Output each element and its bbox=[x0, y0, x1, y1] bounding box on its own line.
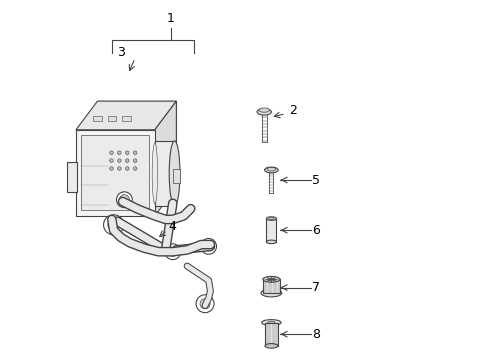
Circle shape bbox=[164, 244, 180, 260]
Circle shape bbox=[117, 159, 121, 162]
Bar bbox=[264, 323, 277, 346]
Circle shape bbox=[116, 192, 132, 208]
Ellipse shape bbox=[264, 167, 278, 173]
Text: 1: 1 bbox=[167, 12, 175, 25]
Circle shape bbox=[200, 299, 210, 309]
Ellipse shape bbox=[262, 276, 280, 282]
Ellipse shape bbox=[264, 343, 277, 348]
Bar bbox=[93, 116, 102, 121]
Circle shape bbox=[168, 247, 177, 256]
Polygon shape bbox=[76, 101, 176, 130]
Circle shape bbox=[201, 238, 216, 254]
Ellipse shape bbox=[261, 289, 281, 297]
Bar bbox=[266, 219, 276, 242]
Ellipse shape bbox=[266, 167, 275, 171]
Circle shape bbox=[133, 167, 137, 170]
Bar bbox=[262, 279, 280, 293]
Ellipse shape bbox=[261, 320, 281, 325]
Ellipse shape bbox=[152, 143, 157, 204]
Ellipse shape bbox=[268, 218, 273, 220]
Ellipse shape bbox=[257, 109, 271, 115]
Circle shape bbox=[117, 151, 121, 154]
Bar bbox=[81, 135, 149, 211]
Circle shape bbox=[108, 219, 119, 230]
Text: 6: 6 bbox=[312, 224, 320, 237]
Circle shape bbox=[125, 151, 129, 154]
Circle shape bbox=[203, 242, 213, 251]
Circle shape bbox=[133, 151, 137, 154]
Ellipse shape bbox=[266, 240, 276, 244]
Polygon shape bbox=[155, 101, 176, 216]
Circle shape bbox=[109, 151, 113, 154]
Ellipse shape bbox=[169, 141, 180, 206]
Bar bbox=[67, 162, 77, 192]
Text: 7: 7 bbox=[311, 281, 320, 294]
Text: 5: 5 bbox=[311, 174, 320, 186]
Bar bbox=[172, 168, 180, 183]
Bar bbox=[155, 141, 174, 206]
Ellipse shape bbox=[267, 321, 274, 324]
Circle shape bbox=[196, 295, 214, 313]
Text: 4: 4 bbox=[168, 220, 176, 233]
Text: 3: 3 bbox=[117, 46, 124, 59]
Circle shape bbox=[133, 159, 137, 162]
Circle shape bbox=[103, 215, 123, 235]
Ellipse shape bbox=[266, 217, 276, 220]
Circle shape bbox=[157, 245, 163, 251]
Circle shape bbox=[117, 167, 121, 170]
Ellipse shape bbox=[258, 108, 269, 112]
Text: 8: 8 bbox=[311, 328, 320, 341]
Circle shape bbox=[125, 167, 129, 170]
Circle shape bbox=[119, 195, 129, 205]
Ellipse shape bbox=[267, 278, 274, 280]
Circle shape bbox=[109, 159, 113, 162]
Bar bbox=[76, 130, 155, 216]
Bar bbox=[107, 116, 116, 121]
Circle shape bbox=[125, 159, 129, 162]
Text: 2: 2 bbox=[288, 104, 296, 117]
Bar bbox=[122, 116, 131, 121]
Polygon shape bbox=[97, 101, 176, 187]
Circle shape bbox=[109, 167, 113, 170]
